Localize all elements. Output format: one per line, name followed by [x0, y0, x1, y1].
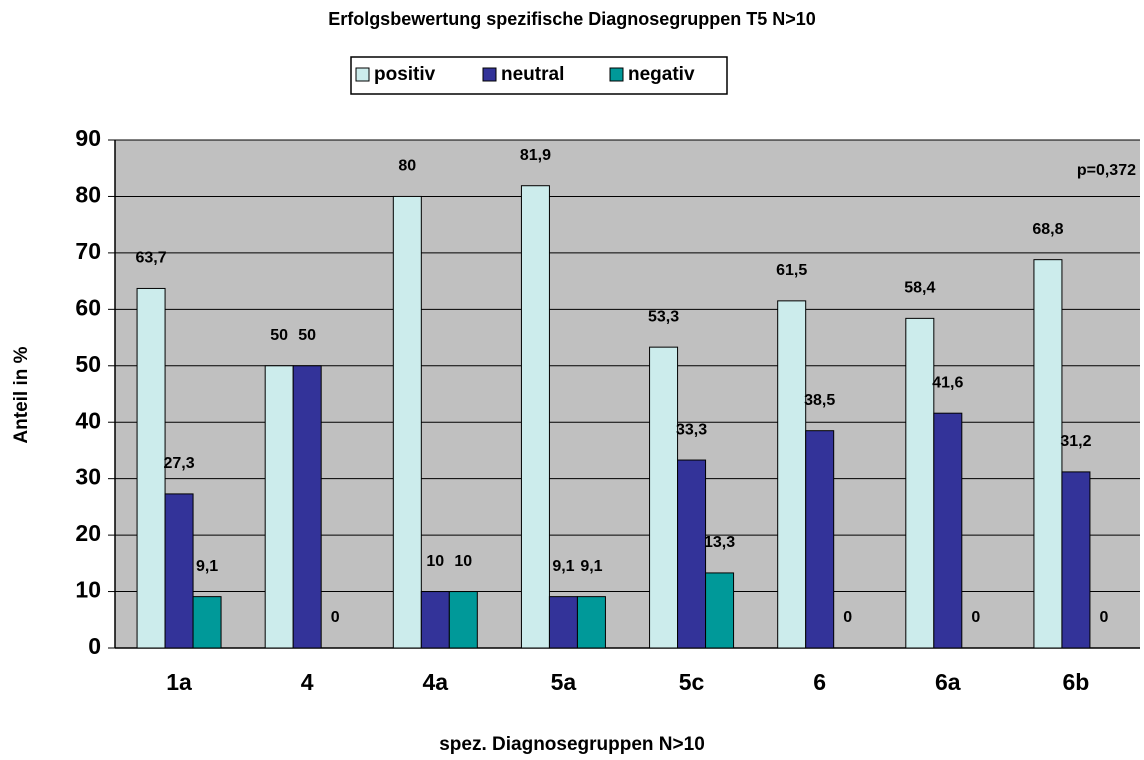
bar: [164, 493, 194, 649]
data-label: 50: [270, 327, 288, 344]
y-tick-label: 50: [75, 351, 101, 377]
bar: [777, 300, 807, 649]
bar: [136, 287, 166, 649]
y-tick-label: 80: [75, 182, 101, 208]
y-tick-label: 70: [75, 238, 101, 264]
bar: [905, 317, 935, 649]
legend-box: [350, 56, 728, 95]
data-label: 50: [298, 327, 316, 344]
data-label: 10: [426, 553, 444, 570]
legend-swatch: [482, 67, 497, 82]
bar: [1061, 471, 1091, 649]
legend-label: neutral: [501, 64, 564, 85]
y-tick-label: 10: [75, 577, 101, 603]
legend-label: negativ: [628, 64, 695, 85]
legend-swatch: [609, 67, 624, 82]
x-tick-label: 6a: [935, 669, 961, 695]
bar: [933, 412, 963, 649]
y-tick-label: 30: [75, 464, 101, 490]
x-tick-label: 5a: [551, 669, 577, 695]
x-axis-label: spez. Diagnosegruppen N>10: [439, 734, 705, 755]
legend-label: positiv: [374, 64, 436, 85]
data-label: 0: [1099, 609, 1108, 626]
data-label: 0: [843, 609, 852, 626]
bar: [264, 365, 294, 649]
legend-swatch: [355, 67, 370, 82]
data-label: 41,6: [932, 374, 963, 391]
y-tick-label: 20: [75, 520, 101, 546]
data-label: 0: [971, 609, 980, 626]
data-label: 68,8: [1032, 221, 1063, 238]
x-tick-label: 4a: [423, 669, 449, 695]
data-label: 53,3: [648, 308, 679, 325]
y-tick-label: 60: [75, 294, 101, 320]
bar: [1033, 259, 1063, 649]
data-label: 33,3: [676, 421, 707, 438]
data-label: 27,3: [163, 455, 194, 472]
bar: [677, 459, 707, 649]
data-label: 9,1: [552, 558, 574, 575]
bar: [392, 195, 422, 649]
bar: [448, 591, 478, 649]
bar: [292, 365, 322, 649]
x-tick-label: 5c: [679, 669, 705, 695]
data-label: 9,1: [580, 558, 602, 575]
data-label: 58,4: [904, 280, 935, 297]
data-label: 31,2: [1060, 433, 1091, 450]
bar: [805, 430, 835, 649]
data-label: 63,7: [135, 250, 166, 267]
data-label: 81,9: [520, 147, 551, 164]
x-tick-label: 6: [813, 669, 826, 695]
y-axis-label: Anteil in %: [11, 346, 32, 443]
data-label: 61,5: [776, 262, 807, 279]
y-tick-label: 0: [88, 633, 101, 659]
bar: [548, 596, 578, 649]
data-label: 38,5: [804, 392, 835, 409]
x-tick-label: 4: [301, 669, 314, 695]
data-label: 80: [398, 158, 416, 175]
annotation: p=0,372: [1077, 162, 1136, 179]
x-tick-label: 1a: [166, 669, 192, 695]
data-label: 9,1: [196, 558, 218, 575]
y-tick-label: 90: [75, 125, 101, 151]
data-label: 13,3: [704, 534, 735, 551]
bar: [705, 572, 735, 649]
bar: [576, 596, 606, 649]
chart-title: Erfolgsbewertung spezifische Diagnosegru…: [328, 9, 816, 29]
y-tick-label: 40: [75, 407, 101, 433]
bar: [649, 346, 679, 649]
bar: [420, 591, 450, 649]
bar: [192, 596, 222, 649]
data-label: 10: [454, 553, 472, 570]
x-tick-label: 6b: [1063, 669, 1090, 695]
bar: [520, 185, 550, 649]
data-label: 0: [331, 609, 340, 626]
